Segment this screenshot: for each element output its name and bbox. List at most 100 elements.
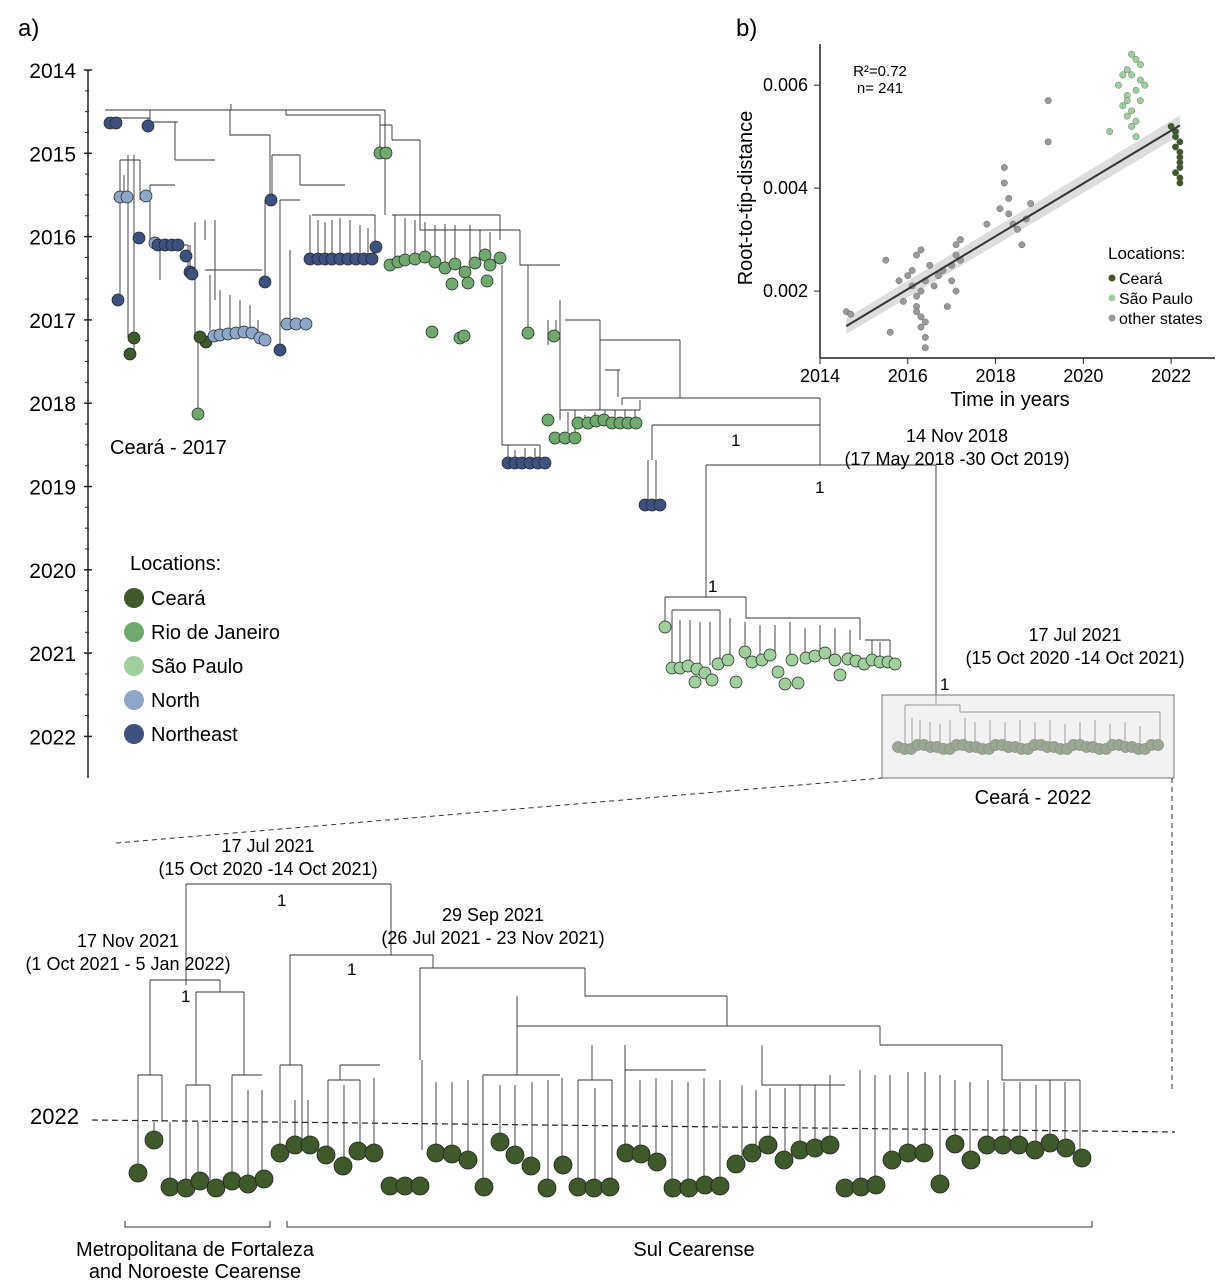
- point-other: [957, 236, 964, 244]
- legend-label: Ceará: [151, 588, 206, 610]
- tip-ceara: [238, 1174, 258, 1194]
- point-saopaulo: [1128, 71, 1136, 79]
- point-other: [917, 313, 925, 321]
- panel-c-ceara-2022-zoom: 2022 17 Jul 2021 (15 Oct 2020 -14 Oct 20…: [25, 777, 1176, 1281]
- point-saopaulo: [1123, 97, 1131, 105]
- year-tick-label: 2015: [29, 143, 76, 166]
- point-other: [1044, 97, 1052, 105]
- year-tick-label: 2022: [29, 726, 76, 749]
- legend-swatch: [124, 622, 144, 642]
- tip-ceara: [128, 1163, 148, 1183]
- legend-items: Ceará Rio de Janeiro São Paulo North Northea…: [124, 588, 280, 746]
- node-interval-root: (15 Oct 2020 -14 Oct 2021): [158, 859, 377, 879]
- x-tick-label: 2018: [976, 366, 1016, 386]
- tip-rio: [461, 276, 475, 290]
- tip-ceara: [1040, 1133, 1060, 1153]
- tip-ceara: [914, 1143, 934, 1163]
- node-interval-2018: (17 May 2018 -30 Oct 2019): [844, 449, 1069, 469]
- tip-saopaulo: [818, 646, 832, 660]
- tip-northeast: [538, 456, 552, 470]
- tip-ceara: [820, 1135, 840, 1155]
- point-other: [1005, 210, 1013, 218]
- legend-swatch: [1108, 274, 1116, 282]
- legend-panel-a: Locations: Ceará Rio de Janeiro São Paulo N…: [124, 553, 280, 746]
- point-other: [952, 287, 960, 295]
- tip-saopaulo: [828, 653, 842, 667]
- tip-northeast: [264, 193, 278, 207]
- tip-saopaulo: [738, 645, 752, 659]
- tip-rio: [445, 277, 459, 291]
- legend-title: Locations:: [1108, 244, 1186, 263]
- node-date-right: 29 Sep 2021: [442, 905, 544, 925]
- tip-ceara: [348, 1141, 368, 1161]
- tip-ceara: [474, 1177, 494, 1197]
- tip-saopaulo: [778, 677, 792, 691]
- legend-label: North: [151, 690, 200, 712]
- support-value: 1: [940, 675, 949, 694]
- point-saopaulo: [1132, 117, 1140, 125]
- tip-ceara: [679, 1178, 699, 1198]
- regression-line: [845, 124, 1181, 327]
- panel-a-time-tree: a) 2014 2015 2016 2017 2018 2019 2020 2021 2022: [18, 15, 1185, 809]
- tip-ceara: [631, 1144, 651, 1164]
- tip-northeast: [653, 498, 667, 512]
- tip-rio: [493, 251, 507, 265]
- legend-title: Locations:: [130, 553, 221, 575]
- support-value: 1: [347, 960, 356, 979]
- legend-label: Rio de Janeiro: [151, 622, 280, 644]
- tip-ceara: [742, 1143, 762, 1163]
- point-other: [917, 287, 925, 295]
- tip-saopaulo: [763, 648, 777, 662]
- point-other: [1005, 195, 1013, 202]
- point-ceara: [1176, 153, 1184, 161]
- point-other: [1000, 164, 1008, 171]
- year-ticks: 2014 2015 2016 2017 2018 2019 2020 2021 2022: [29, 60, 92, 749]
- tip-ceara: [584, 1178, 604, 1198]
- tip-ceara: [270, 1143, 290, 1163]
- tip-saopaulo: [705, 673, 719, 687]
- point-other: [921, 344, 929, 352]
- tip-ceara: [866, 1175, 886, 1195]
- point-saopaulo: [1132, 133, 1140, 141]
- tip-rio: [458, 265, 472, 279]
- point-other: [983, 220, 991, 228]
- tip-ceara: [647, 1152, 667, 1172]
- point-other: [913, 251, 920, 259]
- tip-saopaulo: [771, 665, 785, 679]
- tip-ceara: [190, 1171, 210, 1191]
- tip-ceara: [127, 331, 141, 345]
- tip-rio: [629, 416, 643, 430]
- tip-ceara: [537, 1178, 557, 1198]
- tip-saopaulo: [658, 620, 672, 634]
- tip-rio: [468, 256, 482, 270]
- tip-ceara: [898, 1143, 918, 1163]
- y-tick-label: 0.006: [763, 75, 808, 95]
- tip-rio: [457, 329, 471, 343]
- legend-swatch: [124, 588, 144, 608]
- tip-ceara: [254, 1169, 274, 1189]
- tip-rio: [428, 255, 442, 269]
- panel-a-label: a): [18, 15, 39, 42]
- point-other: [1018, 241, 1026, 249]
- point-saopaulo: [1128, 50, 1136, 58]
- point-other: [921, 318, 929, 326]
- tip-rio: [191, 407, 205, 421]
- y-axis-label: Root-to-tip-distance: [735, 111, 757, 286]
- tip-saopaulo: [721, 653, 735, 667]
- tip-northeast: [141, 119, 155, 133]
- bracket-right: [286, 1221, 1093, 1228]
- point-saopaulo: [1106, 128, 1114, 135]
- support-value: 1: [731, 431, 740, 450]
- tip-ceara: [316, 1145, 336, 1165]
- tip-northeast: [171, 238, 185, 252]
- r-squared: R²=0.72: [853, 63, 907, 80]
- legend-label: Ceará: [1119, 271, 1163, 288]
- zoom-connector-left: [115, 777, 883, 844]
- point-other: [908, 267, 916, 274]
- node-date-2021: 17 Jul 2021: [1028, 625, 1121, 645]
- panel-b-root-to-tip: b) 2014 2016 2018 2020 2022 0.002 0.004 0.006 R…: [735, 15, 1215, 411]
- tip-ceara: [410, 1176, 430, 1196]
- point-ceara: [1172, 143, 1179, 151]
- region-left-line2: and Noroeste Cearense: [89, 1261, 301, 1281]
- point-other: [913, 308, 920, 316]
